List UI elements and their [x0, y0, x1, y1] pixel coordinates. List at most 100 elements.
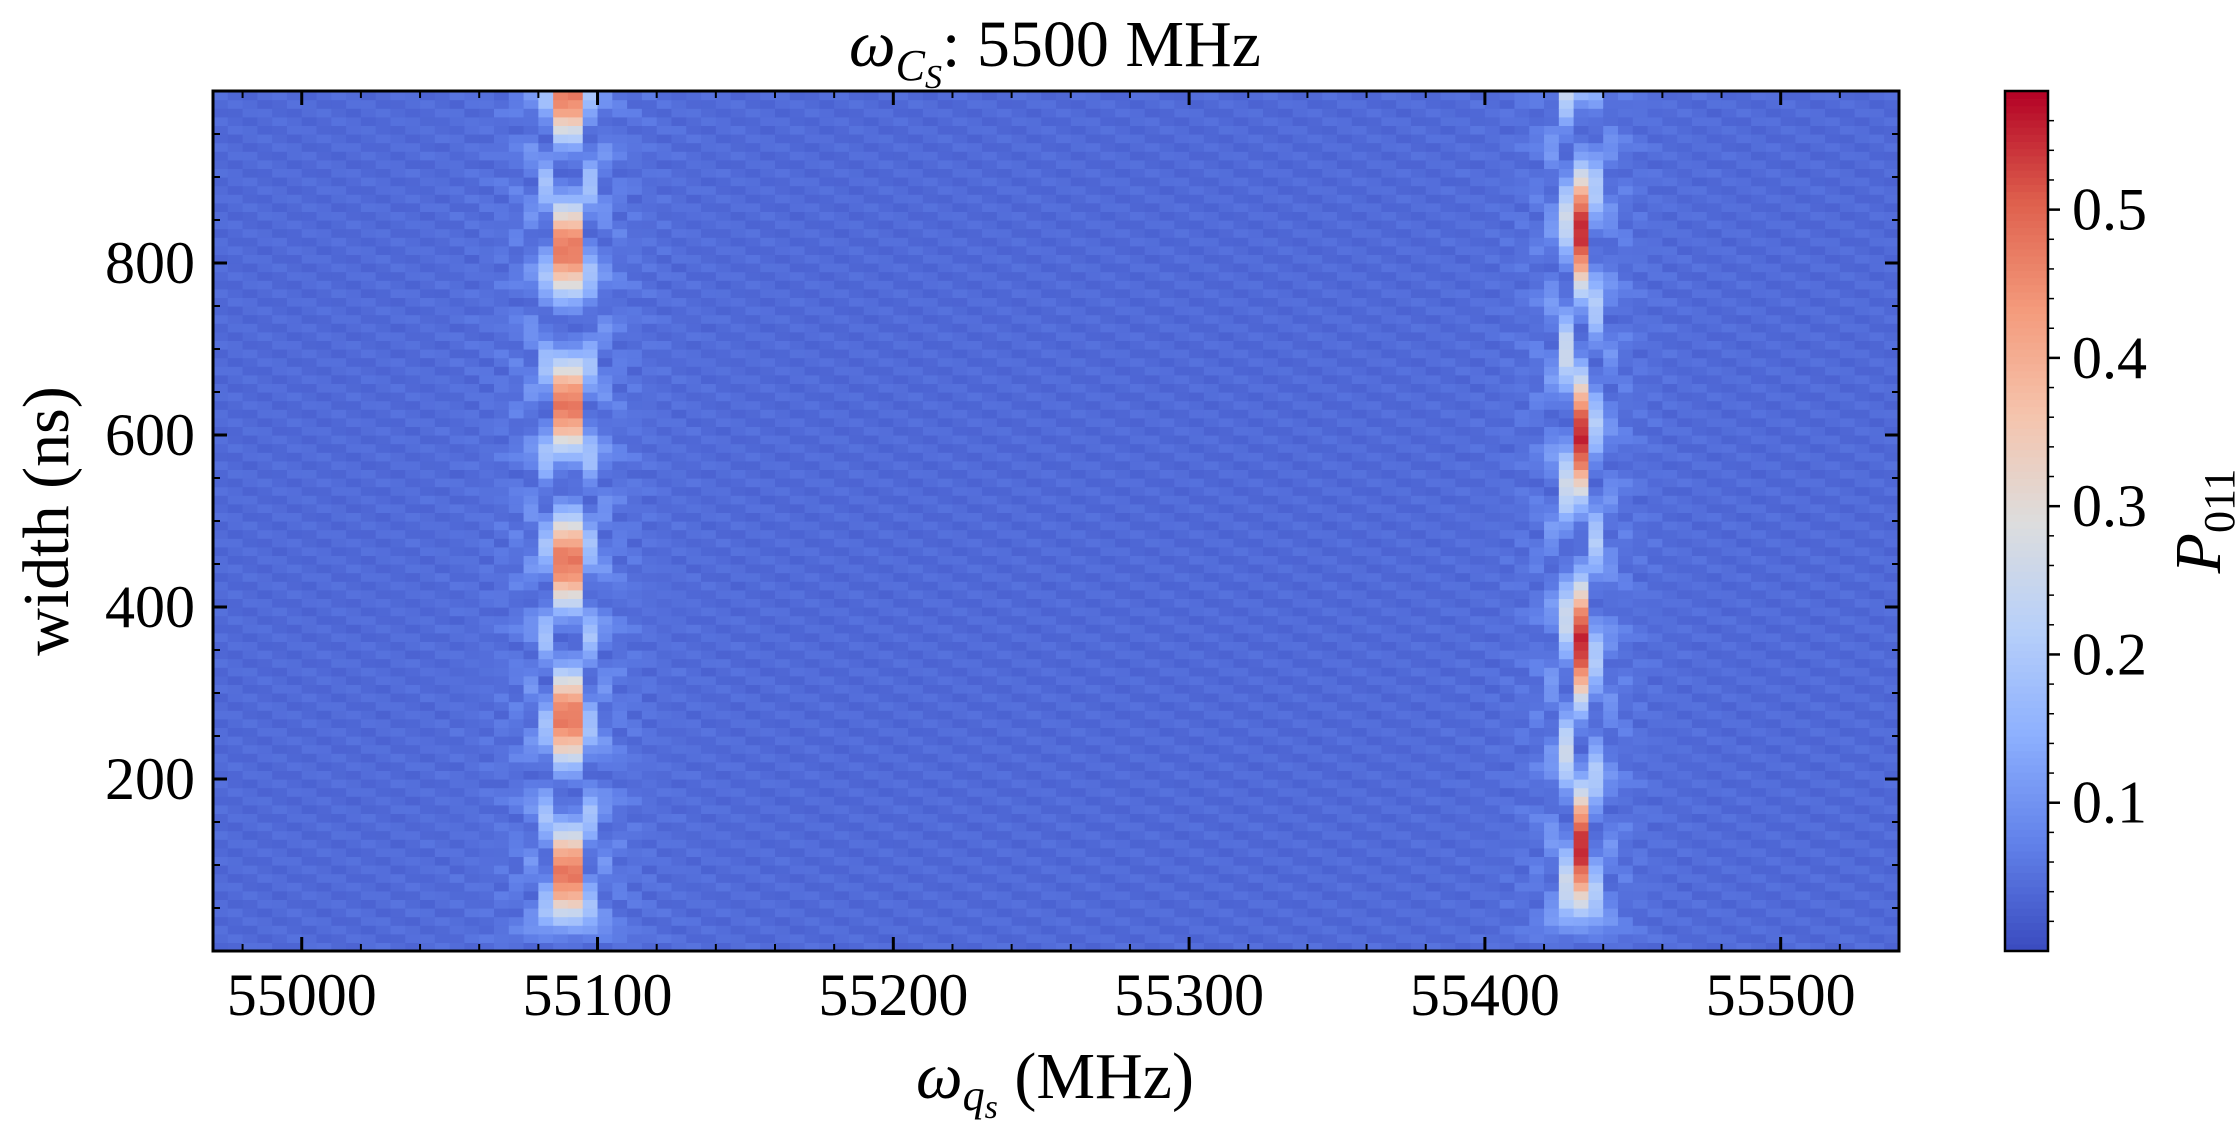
heatmap-cell	[627, 581, 643, 591]
heatmap-cell	[656, 400, 673, 410]
heatmap-cell	[863, 753, 880, 763]
heatmap-cell	[494, 667, 510, 677]
heatmap-cell	[301, 168, 318, 178]
heatmap-cell	[612, 99, 628, 109]
heatmap-cell	[449, 486, 466, 496]
heatmap-cell	[331, 366, 347, 376]
heatmap-cell	[937, 220, 954, 230]
heatmap-cell	[686, 349, 702, 359]
heatmap-cell	[745, 865, 761, 875]
heatmap-cell	[848, 736, 865, 746]
heatmap-cell	[523, 572, 539, 582]
heatmap-cell	[523, 323, 539, 333]
heatmap-cell	[449, 202, 466, 212]
heatmap-cell	[464, 650, 480, 660]
heatmap-cell	[937, 830, 954, 840]
heatmap-cell	[701, 744, 717, 754]
heatmap-cell	[878, 658, 894, 668]
heatmap-cell	[775, 529, 791, 539]
heatmap-cell	[508, 529, 525, 539]
heatmap-cell	[346, 933, 362, 943]
heatmap-cell	[789, 598, 806, 608]
heatmap-cell	[375, 91, 392, 101]
heatmap-cell	[567, 564, 584, 574]
heatmap-cell	[316, 478, 332, 488]
heatmap-cell	[464, 194, 480, 204]
heatmap-cell	[582, 478, 599, 488]
heatmap-cell	[627, 538, 643, 548]
heatmap-cell	[242, 667, 258, 677]
heatmap-cell	[213, 693, 229, 703]
heatmap-cell	[715, 813, 732, 823]
heatmap-cell	[745, 366, 761, 376]
heatmap-cell	[893, 271, 909, 281]
heatmap-cell	[375, 168, 392, 178]
heatmap-cell	[390, 761, 406, 771]
heatmap-cell	[671, 168, 687, 178]
heatmap-cell	[937, 392, 954, 402]
heatmap-cell	[567, 478, 584, 488]
heatmap-cell	[464, 185, 480, 195]
heatmap-cell	[257, 796, 273, 806]
heatmap-cell	[346, 452, 362, 462]
heatmap-cell	[449, 306, 466, 316]
heatmap-cell	[242, 684, 258, 694]
heatmap-cell	[671, 194, 687, 204]
heatmap-cell	[804, 770, 820, 780]
heatmap-cell	[834, 873, 850, 883]
heatmap-cell	[301, 572, 318, 582]
heatmap-cell	[434, 632, 451, 642]
heatmap-cell	[641, 650, 658, 660]
heatmap-cell	[671, 804, 687, 814]
heatmap-cell	[760, 108, 776, 118]
heatmap-cell	[863, 727, 880, 737]
heatmap-cell	[257, 116, 273, 126]
heatmap-cell	[405, 873, 421, 883]
heatmap-cell	[405, 478, 421, 488]
heatmap-cell	[346, 400, 362, 410]
heatmap-cell	[893, 650, 909, 660]
heatmap-cell	[834, 409, 850, 419]
heatmap-cell	[893, 392, 909, 402]
heatmap-cell	[878, 409, 894, 419]
heatmap-cell	[582, 125, 599, 135]
heatmap-cell	[745, 538, 761, 548]
heatmap-cell	[375, 331, 392, 341]
heatmap-cell	[464, 306, 480, 316]
heatmap-cell	[848, 323, 865, 333]
heatmap-cell	[242, 624, 258, 634]
heatmap-cell	[848, 667, 865, 677]
heatmap-cell	[848, 478, 865, 488]
heatmap-cell	[804, 314, 820, 324]
heatmap-cell	[848, 624, 865, 634]
heatmap-cell	[848, 288, 865, 298]
heatmap-cell	[227, 125, 244, 135]
heatmap-cell	[464, 787, 480, 797]
heatmap-cell	[286, 469, 303, 479]
heatmap-cell	[612, 589, 628, 599]
heatmap-cell	[671, 478, 687, 488]
heatmap-cell	[272, 589, 288, 599]
heatmap-cell	[420, 865, 436, 875]
heatmap-cell	[627, 555, 643, 565]
heatmap-cell	[360, 546, 377, 556]
heatmap-cell	[908, 839, 924, 849]
heatmap-cell	[893, 202, 909, 212]
heatmap-cell	[819, 314, 835, 324]
heatmap-cell	[508, 710, 525, 720]
heatmap-cell	[301, 761, 318, 771]
heatmap-cell	[893, 753, 909, 763]
heatmap-cell	[789, 804, 806, 814]
heatmap-cell	[863, 710, 880, 720]
heatmap-cell	[523, 392, 539, 402]
heatmap-cell	[494, 323, 510, 333]
heatmap-cell	[671, 409, 687, 419]
heatmap-cell	[213, 615, 229, 625]
heatmap-cell	[553, 426, 569, 436]
heatmap-cell	[360, 469, 377, 479]
heatmap-cell	[671, 108, 687, 118]
heatmap-cell	[893, 151, 909, 161]
heatmap-cell	[479, 168, 495, 178]
heatmap-cell	[257, 555, 273, 565]
heatmap-cell	[434, 220, 451, 230]
